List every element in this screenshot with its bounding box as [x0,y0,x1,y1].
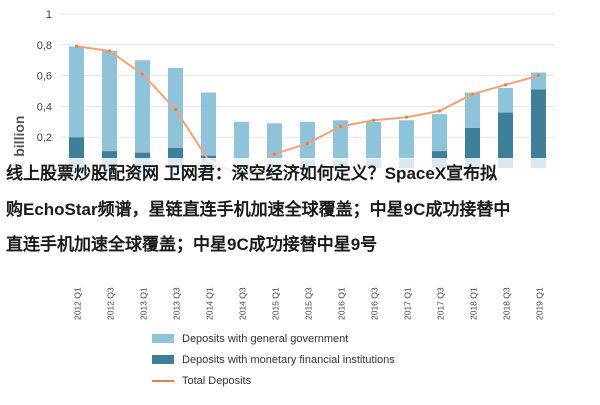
x-tick-label: 2015 Q3 [304,287,314,320]
overlay-headline-line-2: 购EchoStar频谱，星链直连手机加速全球覆盖；中星9C成功接替中 [0,190,600,230]
bar-segment-general-government [498,87,513,113]
x-tick-label: 2012 Q1 [73,287,83,320]
point-total-deposits [404,115,409,119]
x-tick-label: 2017 Q3 [436,287,446,320]
bar-segment-general-government [432,114,447,152]
x-tick-label: 2016 Q3 [370,287,380,320]
point-total-deposits [503,83,508,87]
x-tick-label: 2018 Q3 [502,287,512,320]
legend-item-total-deposits: Total Deposits [152,372,395,389]
x-tick-label: 2014 Q1 [205,287,215,320]
bar-segment-mfi [498,112,513,168]
x-tick-label: 2014 Q3 [238,287,248,320]
point-total-deposits [437,109,442,113]
x-tick-label: 2019 Q1 [535,287,545,320]
point-total-deposits [74,44,79,48]
x-tick-label: 2013 Q1 [139,287,149,320]
point-total-deposits [536,74,541,78]
legend-item-general-government: Deposits with general government [152,330,395,347]
legend-swatch-mfi [152,355,174,364]
x-tick-label: 2012 Q3 [106,287,116,320]
y-tick-label: 0,2 [37,132,52,144]
bar-segment-general-government [102,50,117,152]
bar-segment-mfi [531,89,546,168]
legend-label-general-government: Deposits with general government [182,332,349,345]
bar-segment-general-government [201,92,216,156]
point-total-deposits [305,141,310,145]
legend-item-mfi: Deposits with monetary financial institu… [152,351,395,368]
bar-segment-general-government [135,60,150,153]
bar-segment-general-government [300,121,315,161]
bar-segment-general-government [465,92,480,128]
legend-swatch-total-deposits [152,379,174,382]
bar-segment-mfi [465,127,480,168]
bar-segment-general-government [366,121,381,159]
point-total-deposits [371,118,376,122]
bar-segment-general-government [69,46,84,138]
x-tick-label: 2013 Q3 [172,287,182,320]
point-total-deposits [173,107,178,112]
point-total-deposits [107,49,112,53]
overlay-headline-line-3: 直连手机加速全球覆盖；中星9C成功接替中星9号 [0,230,600,267]
chart-legend: Deposits with general government Deposit… [152,330,395,393]
point-total-deposits [338,124,343,129]
bar-segment-general-government [333,120,348,161]
y-axis-label: € billion [11,116,27,169]
bar-segment-general-government [399,120,414,159]
point-total-deposits [470,92,475,96]
x-tick-label: 2016 Q1 [337,287,347,320]
y-tick-label: 1 [46,9,52,21]
legend-label-mfi: Deposits with monetary financial institu… [182,353,395,366]
bar-segment-general-government [234,121,249,167]
y-tick-label: 0,8 [37,40,52,52]
x-tick-label: 2015 Q1 [271,287,281,320]
x-tick-label: 2017 Q1 [403,287,413,320]
legend-swatch-general-government [152,334,174,343]
y-tick-label: 0,6 [37,71,52,83]
point-total-deposits [140,72,145,76]
y-tick-label: 0,4 [37,101,52,113]
point-total-deposits [272,152,277,156]
x-tick-label: 2018 Q1 [469,287,479,320]
legend-label-total-deposits: Total Deposits [182,374,252,387]
overlay-headline-line-1: 线上股票炒股配资网 卫网君：深空经济如何定义？SpaceX宣布拟 [0,158,600,190]
